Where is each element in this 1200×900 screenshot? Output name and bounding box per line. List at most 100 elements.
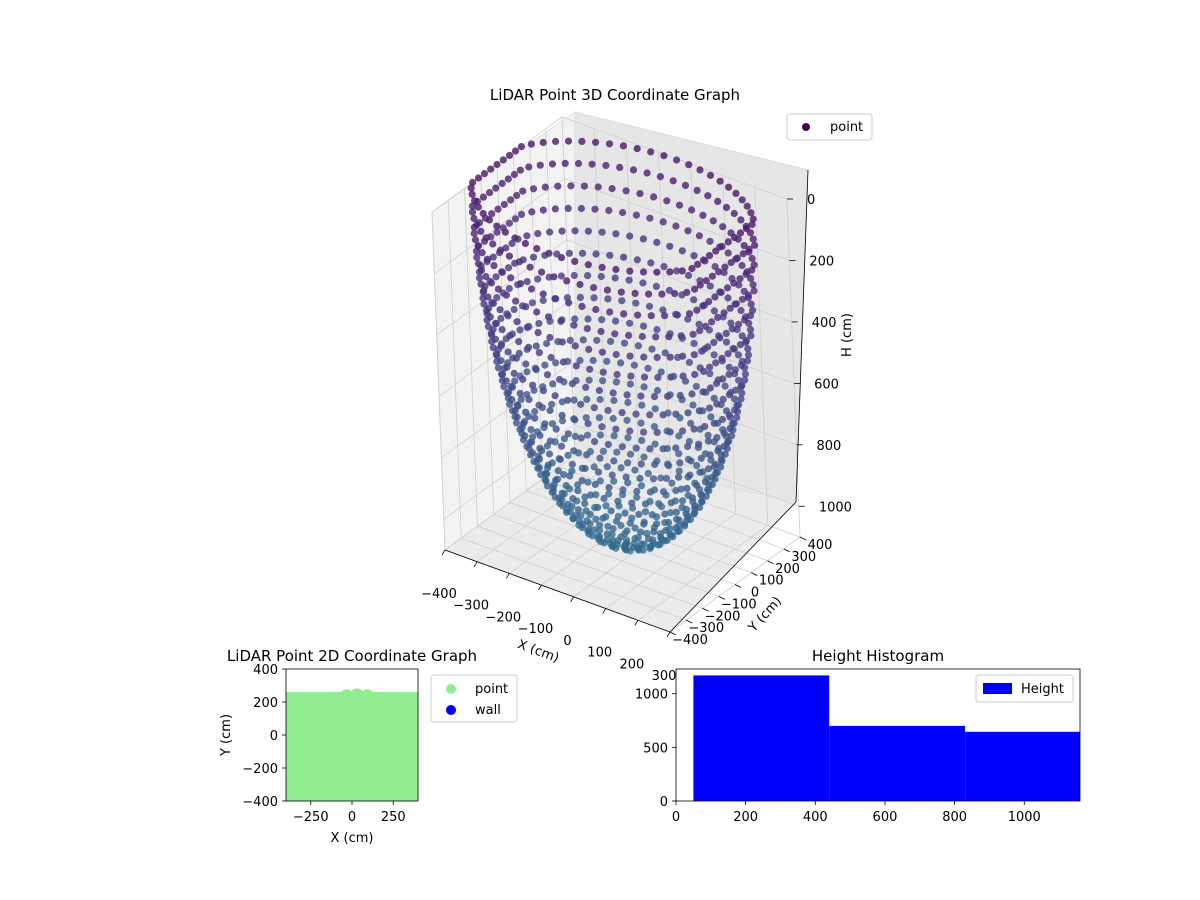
point-marker: [603, 357, 611, 365]
point-marker: [576, 293, 585, 301]
x-tick: [505, 573, 510, 579]
point-marker: [693, 306, 701, 314]
point-marker: [708, 272, 717, 280]
point-marker: [468, 208, 477, 216]
point-marker: [592, 138, 600, 146]
point-marker: [637, 392, 645, 400]
point-marker: [552, 137, 560, 146]
point-marker: [594, 532, 602, 541]
point-marker: [538, 447, 546, 455]
point-marker: [749, 281, 757, 289]
point-marker: [750, 287, 758, 295]
point-marker: [684, 227, 692, 235]
point-marker: [639, 235, 648, 243]
point-marker: [714, 376, 722, 384]
point-marker: [675, 467, 683, 475]
point-marker: [719, 426, 727, 434]
point-marker: [739, 250, 747, 258]
point-marker: [481, 237, 489, 245]
point-marker: [741, 370, 750, 378]
point-marker: [582, 507, 590, 515]
2d-legend-marker-point: [446, 684, 456, 694]
point-marker: [612, 265, 620, 274]
point-marker: [548, 160, 557, 168]
point-marker: [624, 459, 632, 467]
point-marker: [591, 503, 599, 512]
point-marker: [510, 170, 518, 179]
point-marker: [489, 240, 497, 248]
point-marker: [646, 445, 654, 453]
y-tick-label: −400: [672, 633, 708, 648]
point-marker: [607, 337, 615, 345]
point-marker: [515, 338, 523, 346]
point-marker: [558, 316, 566, 324]
3d-x-axis-label: X (cm): [515, 637, 561, 666]
point-marker: [475, 219, 483, 227]
point-marker: [643, 529, 651, 538]
point-marker: [747, 209, 755, 217]
2d-point-disc: [286, 688, 418, 801]
point-marker: [646, 497, 654, 505]
point-marker: [614, 512, 622, 520]
point-marker: [598, 316, 606, 324]
gridline: [447, 200, 462, 539]
point-marker: [746, 326, 755, 334]
point-marker: [623, 416, 631, 424]
point-marker: [579, 336, 587, 344]
point-marker: [533, 245, 541, 253]
point-marker: [637, 419, 645, 427]
point-marker: [636, 190, 644, 198]
point-marker: [585, 345, 593, 353]
point-marker: [536, 161, 544, 169]
point-marker: [727, 388, 735, 397]
point-marker: [735, 281, 743, 289]
point-marker: [678, 334, 687, 342]
y-tick-label: 0: [751, 586, 759, 601]
point-marker: [685, 437, 693, 446]
point-marker: [695, 320, 703, 328]
point-marker: [666, 268, 674, 276]
point-marker: [722, 407, 731, 415]
point-marker: [745, 248, 753, 256]
point-marker: [638, 401, 646, 409]
point-marker: [510, 305, 518, 314]
point-marker: [507, 382, 515, 390]
point-marker: [650, 486, 659, 494]
point-marker: [747, 332, 755, 340]
point-marker: [735, 376, 743, 384]
point-marker: [545, 450, 554, 458]
point-marker: [654, 373, 662, 381]
point-marker: [674, 528, 682, 536]
point-marker: [516, 166, 525, 174]
point-marker: [568, 467, 576, 475]
point-marker: [742, 338, 750, 346]
point-marker: [473, 197, 481, 206]
x-tick: [538, 584, 542, 591]
histogram-ticks: 0 200 400 600 800 1000 0 500 1000: [635, 688, 1041, 825]
point-marker: [633, 493, 641, 501]
point-marker: [610, 432, 618, 440]
point-marker: [747, 274, 755, 282]
x-tick-label: 300: [652, 669, 677, 684]
point-marker: [706, 384, 715, 392]
point-marker: [589, 356, 597, 365]
point-marker: [683, 484, 691, 492]
2d-chart-title: LiDAR Point 2D Coordinate Graph: [227, 647, 477, 665]
point-marker: [499, 289, 507, 297]
point-marker: [486, 189, 494, 197]
gridline: [568, 300, 795, 384]
point-marker: [685, 161, 693, 169]
point-marker: [598, 423, 606, 431]
point-marker: [743, 202, 751, 210]
point-marker: [499, 224, 507, 232]
point-marker: [571, 432, 579, 440]
point-marker: [666, 531, 674, 539]
point-marker: [653, 353, 661, 362]
point-marker: [623, 391, 631, 399]
point-marker: [671, 290, 679, 298]
point-marker: [596, 526, 604, 534]
point-marker: [516, 326, 524, 334]
histogram-bar: [965, 731, 1080, 801]
point-marker: [551, 438, 559, 446]
y-tick: [669, 631, 677, 636]
